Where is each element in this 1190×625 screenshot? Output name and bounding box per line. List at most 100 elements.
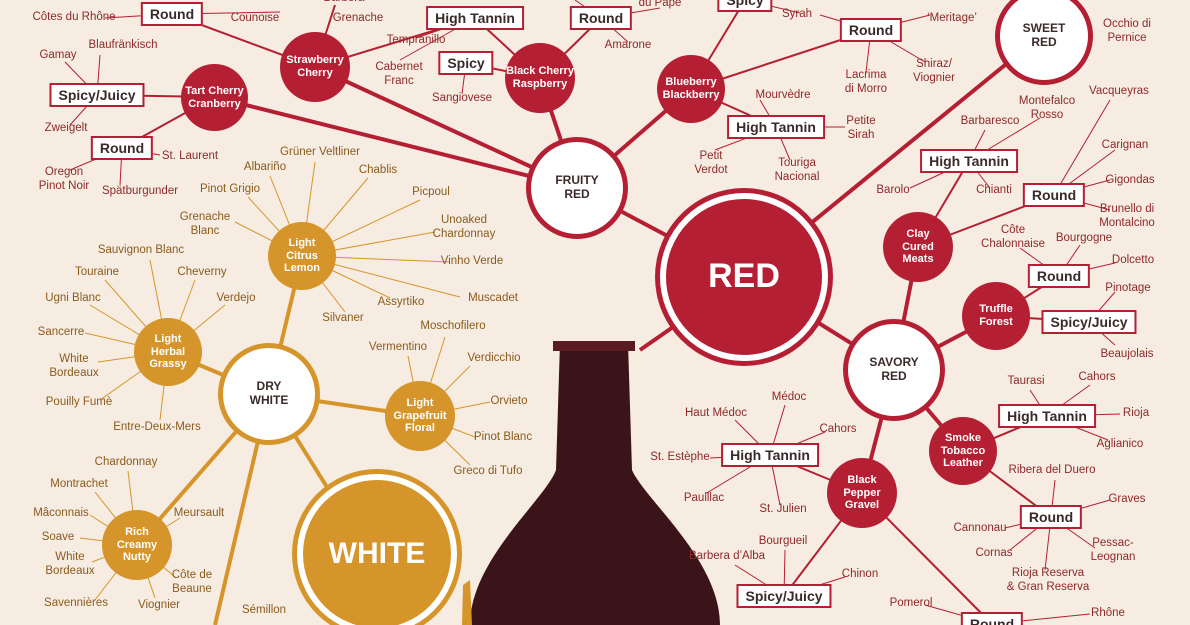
style-box-round[interactable]: Round (839, 18, 903, 42)
wine-label: Cheverny (177, 266, 227, 279)
wine-label: Sangiovese (431, 92, 493, 105)
node-strawberry-cherry[interactable]: Strawberry Cherry (280, 32, 350, 102)
wine-label: Picpoul (412, 186, 450, 199)
wine-label: Viognier (138, 599, 180, 612)
hub-white[interactable]: WHITE (297, 474, 457, 625)
wine-label: Petit Verdot (694, 150, 728, 176)
hub-savory-red[interactable]: SAVORY RED (843, 319, 945, 421)
style-box-round[interactable]: Round (960, 612, 1024, 625)
style-box-high-tannin[interactable]: High Tannin (727, 115, 825, 139)
style-box-round[interactable]: Round (1022, 183, 1086, 207)
wine-label: Touriga Nacional (774, 157, 820, 183)
wine-label: Graves (1108, 493, 1146, 506)
wine-label: Bourgogne (1055, 232, 1113, 245)
wine-label: Petite Sirah (846, 115, 876, 141)
wine-label: Syrah (781, 8, 813, 21)
node-light-citrus-lemon[interactable]: Light Citrus Lemon (268, 222, 336, 290)
wine-label: Oregon Pinot Noir (38, 166, 90, 192)
wine-bottle (462, 341, 720, 625)
wine-label: du Pape (638, 0, 682, 10)
style-box-high-tannin[interactable]: High Tannin (721, 443, 819, 467)
wine-label: Pinotage (1105, 282, 1151, 295)
node-truffle-forest[interactable]: Truffle Forest (962, 282, 1030, 350)
wine-label: White Bordeaux (45, 551, 95, 577)
wine-label: Pauillac (683, 492, 725, 505)
wine-label: Montrachet (50, 478, 108, 491)
node-light-herbal-grassy[interactable]: Light Herbal Grassy (134, 318, 202, 386)
wine-label: Chinon (841, 568, 879, 581)
wine-label: White Bordeaux (49, 353, 99, 379)
wine-label: Silvaner (322, 312, 364, 325)
wine-label: Mourvèdre (755, 89, 811, 102)
style-box-high-tannin[interactable]: High Tannin (998, 404, 1096, 428)
style-box-round[interactable]: Round (140, 2, 204, 26)
node-black-pepper-gravel[interactable]: Black Pepper Gravel (827, 458, 897, 528)
wine-label: Rhône (1091, 607, 1125, 620)
wine-label: Mâconnais (33, 507, 89, 520)
wine-label: Vacqueyras (1089, 85, 1149, 98)
wine-label: Carignan (1101, 139, 1149, 152)
node-clay-cured-meats[interactable]: Clay Cured Meats (883, 212, 953, 282)
node-light-grapefruit-floral[interactable]: Light Grapefruit Floral (385, 381, 455, 451)
wine-label: Blaufränkisch (88, 39, 158, 52)
hub-fruity-red[interactable]: FRUITY RED (526, 137, 628, 239)
wine-label: Brunello di Montalcino (1099, 203, 1155, 229)
node-black-cherry-raspberry[interactable]: Black Cherry Raspberry (505, 43, 575, 113)
wine-label: Cornas (975, 547, 1013, 560)
hub-dry-white[interactable]: DRY WHITE (218, 343, 320, 445)
wine-label: Vinho Verde (440, 255, 504, 268)
wine-label: ‘Meritage’ (927, 12, 977, 25)
wine-label: Beaujolais (1100, 348, 1154, 361)
wine-label: Unoaked Chardonnay (432, 214, 496, 240)
wine-label: Orvieto (490, 395, 528, 408)
wine-label: Sauvignon Blanc (97, 244, 185, 257)
wine-label: Côte Chalonnaise (981, 224, 1045, 250)
node-blueberry-blackberry[interactable]: Blueberry Blackberry (657, 55, 725, 123)
wine-label: Cahors (819, 423, 857, 436)
wine-label: Cannonau (953, 522, 1007, 535)
node-rich-creamy-nutty[interactable]: Rich Creamy Nutty (102, 510, 172, 580)
style-box-spicy[interactable]: Spicy (438, 51, 494, 75)
wine-label: Vermentino (368, 341, 428, 354)
style-box-round[interactable]: Round (1027, 264, 1091, 288)
wine-label: Tempranillo (386, 34, 446, 47)
wine-label: Bourgueil (758, 535, 808, 548)
wine-label: Chardonnay (94, 456, 158, 469)
wine-label: Pomerol (889, 597, 933, 610)
wine-label: Rioja Reserva & Gran Reserva (1006, 567, 1090, 593)
wine-label: Ugni Blanc (45, 292, 101, 305)
wine-label: Assyrtiko (377, 296, 425, 309)
style-box-spicy[interactable]: Spicy (717, 0, 773, 12)
wine-label: Chablis (358, 164, 398, 177)
hub-red[interactable]: RED (660, 193, 828, 361)
wine-label: Barbera (324, 0, 365, 6)
style-box-spicy-juicy[interactable]: Spicy/Juicy (49, 83, 145, 107)
hub-sweet-red[interactable]: SWEET RED (995, 0, 1093, 85)
wine-label: Pessac-Leognan (1090, 537, 1136, 563)
wine-label: St. Laurent (161, 150, 219, 163)
wine-label: Amarone (604, 39, 652, 52)
wine-label: Verdejo (216, 292, 256, 305)
wine-label: Côte de Beaune (171, 569, 213, 595)
wine-label: Montefalco Rosso (1018, 95, 1076, 121)
wine-label: Savennières (44, 597, 108, 610)
style-box-round[interactable]: Round (1019, 505, 1083, 529)
style-box-high-tannin[interactable]: High Tannin (920, 149, 1018, 173)
wine-label: Grenache Blanc (179, 211, 231, 237)
wine-label: Ribera del Duero (1008, 464, 1096, 477)
style-box-high-tannin[interactable]: High Tannin (426, 6, 524, 30)
style-box-spicy-juicy[interactable]: Spicy/Juicy (736, 584, 832, 608)
node-tart-cherry-cranberry[interactable]: Tart Cherry Cranberry (181, 64, 248, 131)
wine-label: Shiraz/ Viognier (913, 58, 955, 84)
style-box-spicy-juicy[interactable]: Spicy/Juicy (1041, 310, 1137, 334)
wine-label: Greco di Tufo (453, 465, 523, 478)
wine-label: Pinot Blanc (473, 431, 533, 444)
style-box-round[interactable]: Round (569, 6, 633, 30)
wine-label: Lacrima di Morro (844, 69, 888, 95)
style-box-round[interactable]: Round (90, 136, 154, 160)
wine-label: Rioja (1122, 407, 1150, 420)
node-smoke-tobacco-leather[interactable]: Smoke Tobacco Leather (929, 417, 997, 485)
wine-label: Gamay (39, 49, 77, 62)
connector-line (1053, 99, 1111, 196)
